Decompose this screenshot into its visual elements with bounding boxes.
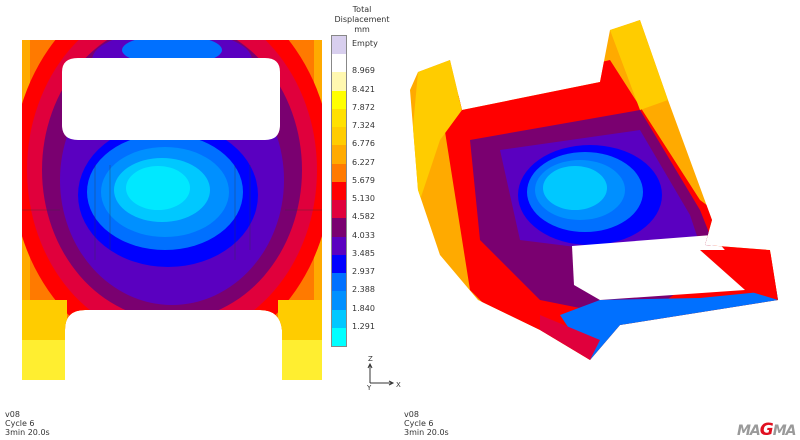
legend-label: 7.324 <box>352 121 375 131</box>
cycle-label: Cycle 6 <box>5 419 35 428</box>
legend-title-line: mm <box>354 25 370 34</box>
legend-label: 5.679 <box>352 175 375 185</box>
legend-band <box>332 145 346 164</box>
legend-band <box>332 291 346 310</box>
legend-label: 6.227 <box>352 157 375 167</box>
legend-band <box>332 163 346 182</box>
legend-label: Empty <box>352 39 378 49</box>
cycle-label: Cycle 6 <box>404 419 434 428</box>
legend-band <box>332 273 346 292</box>
window-hole <box>572 235 745 300</box>
legend-label: 8.421 <box>352 84 375 94</box>
legend-label: 4.582 <box>352 212 375 222</box>
legend-label: 2.937 <box>352 267 375 277</box>
legend-band <box>332 327 346 346</box>
legend-label: 6.776 <box>352 139 375 149</box>
right-view-part <box>410 20 778 360</box>
legend-label: 1.840 <box>352 303 375 313</box>
left-view-part <box>22 40 322 380</box>
legend-label: 4.033 <box>352 230 375 240</box>
legend-label: 2.388 <box>352 285 375 295</box>
color-legend-bar <box>331 35 347 347</box>
legend-title-line: Displacement <box>334 15 390 24</box>
legend-band <box>332 218 346 237</box>
legend-label: 7.872 <box>352 102 375 112</box>
version-label: v08 <box>5 410 20 419</box>
legend-band <box>332 181 346 201</box>
legend-band <box>332 108 346 128</box>
legend-band <box>332 309 346 328</box>
time-label: 3min 20.0s <box>404 428 449 437</box>
time-label: 3min 20.0s <box>5 428 50 437</box>
legend-title-line: Total <box>352 5 372 14</box>
legend-band <box>332 127 346 146</box>
legend-label: 1.291 <box>352 321 375 331</box>
axis-z-label: Z <box>368 355 373 363</box>
left-view-info: v08 Cycle 6 3min 20.0s <box>5 410 50 437</box>
version-label: v08 <box>404 410 419 419</box>
legend-label: 3.485 <box>352 248 375 258</box>
legend-title: Total Displacement mm <box>330 5 394 35</box>
magma-logo: MAGMA <box>737 420 797 440</box>
right-view-info: v08 Cycle 6 3min 20.0s <box>404 410 449 437</box>
window-hole <box>62 58 280 140</box>
legend-band <box>332 200 346 219</box>
coordinate-triad <box>367 362 395 386</box>
legend-band <box>332 254 346 274</box>
legend-band <box>332 72 346 91</box>
axis-y-label: Y <box>367 384 372 392</box>
legend-band <box>332 90 346 109</box>
legend-band <box>332 54 346 73</box>
legend-band <box>332 236 346 255</box>
legend-band <box>332 36 346 55</box>
axis-x-label: X <box>396 381 401 389</box>
legend-label: 5.130 <box>352 194 375 204</box>
legend-label: 8.969 <box>352 66 375 76</box>
